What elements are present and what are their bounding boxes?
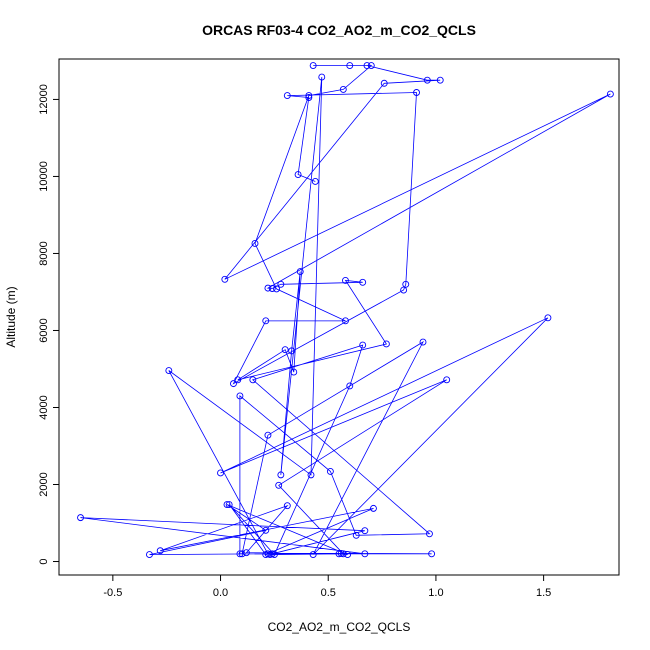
data-point — [544, 314, 552, 322]
data-point — [309, 62, 317, 69]
series-points — [77, 62, 614, 559]
data-point — [221, 275, 229, 283]
data-point — [262, 526, 270, 534]
y-axis: 0 2000 4000 6000 8000 10000 12000 — [38, 84, 59, 565]
x-tick-label: 0.0 — [213, 587, 228, 599]
y-tick-label: 6000 — [38, 318, 50, 342]
data-point — [264, 431, 272, 439]
data-point — [234, 376, 242, 384]
data-point — [339, 85, 347, 93]
data-point — [283, 92, 291, 100]
data-point — [419, 338, 427, 346]
data-point — [275, 481, 283, 489]
x-tick-label: 1.0 — [428, 587, 443, 599]
data-point — [346, 382, 354, 390]
data-point — [361, 550, 369, 558]
data-point — [359, 341, 367, 349]
data-point — [337, 549, 345, 557]
data-point — [277, 280, 285, 288]
data-point — [426, 530, 433, 538]
y-tick-label: 8000 — [38, 241, 50, 265]
data-point — [428, 550, 436, 558]
data-point — [380, 79, 388, 87]
data-point — [352, 531, 360, 539]
data-point — [361, 527, 369, 535]
data-point — [606, 90, 614, 98]
data-point — [77, 514, 84, 522]
data-point — [326, 467, 334, 475]
data-point — [402, 280, 410, 288]
data-point — [307, 471, 315, 479]
data-point — [294, 171, 302, 178]
series-lines — [80, 65, 611, 556]
data-point — [266, 551, 274, 559]
data-point — [290, 368, 298, 376]
data-point — [251, 240, 259, 247]
data-point — [436, 76, 444, 84]
data-point — [305, 94, 313, 101]
x-tick-label: -0.5 — [103, 587, 122, 599]
x-tick-label: 0.5 — [321, 587, 336, 599]
data-point — [277, 471, 285, 479]
data-point — [359, 278, 367, 286]
data-point — [242, 549, 250, 557]
y-tick-label: 0 — [38, 558, 50, 564]
x-tick-label: 1.5 — [536, 587, 551, 599]
chart-title: ORCAS RF03-4 CO2_AO2_m_CO2_QCLS — [202, 22, 476, 38]
data-point — [296, 268, 304, 276]
y-tick-label: 2000 — [38, 472, 50, 496]
data-point — [382, 340, 390, 348]
data-point — [238, 550, 246, 558]
data-point — [311, 178, 319, 185]
y-tick-label: 12000 — [38, 84, 50, 115]
series-line — [80, 65, 611, 556]
data-point — [288, 347, 296, 355]
data-point — [283, 502, 291, 510]
data-point — [318, 73, 326, 81]
data-point — [165, 367, 173, 374]
data-point — [413, 89, 420, 96]
data-point — [281, 346, 289, 354]
data-point — [367, 62, 375, 69]
data-point — [400, 286, 408, 294]
data-point — [423, 76, 431, 84]
data-point — [342, 276, 349, 284]
data-point — [273, 285, 280, 293]
y-axis-label: Altitude (m) — [4, 286, 18, 347]
data-point — [342, 317, 349, 325]
data-point — [249, 376, 257, 384]
plot-frame — [58, 58, 620, 576]
data-point — [156, 547, 164, 555]
data-point — [146, 551, 153, 559]
data-point — [305, 92, 313, 100]
y-tick-label: 10000 — [38, 161, 50, 192]
data-point — [264, 284, 272, 292]
data-point — [217, 469, 224, 477]
data-point — [309, 551, 317, 559]
data-point — [344, 551, 352, 559]
x-axis-label: CO2_AO2_m_CO2_QCLS — [268, 620, 411, 634]
data-point — [268, 285, 276, 292]
data-point — [225, 501, 233, 508]
data-point — [236, 550, 244, 558]
x-axis: -0.5 0.0 0.5 1.0 1.5 — [103, 575, 551, 599]
data-point — [236, 392, 244, 400]
data-point — [363, 62, 371, 69]
data-point — [223, 501, 231, 508]
data-point — [370, 504, 377, 512]
data-point — [346, 62, 354, 69]
data-point — [262, 551, 270, 559]
data-point — [230, 380, 237, 388]
data-point — [443, 376, 451, 384]
y-tick-label: 4000 — [38, 395, 50, 419]
data-point — [262, 317, 270, 325]
